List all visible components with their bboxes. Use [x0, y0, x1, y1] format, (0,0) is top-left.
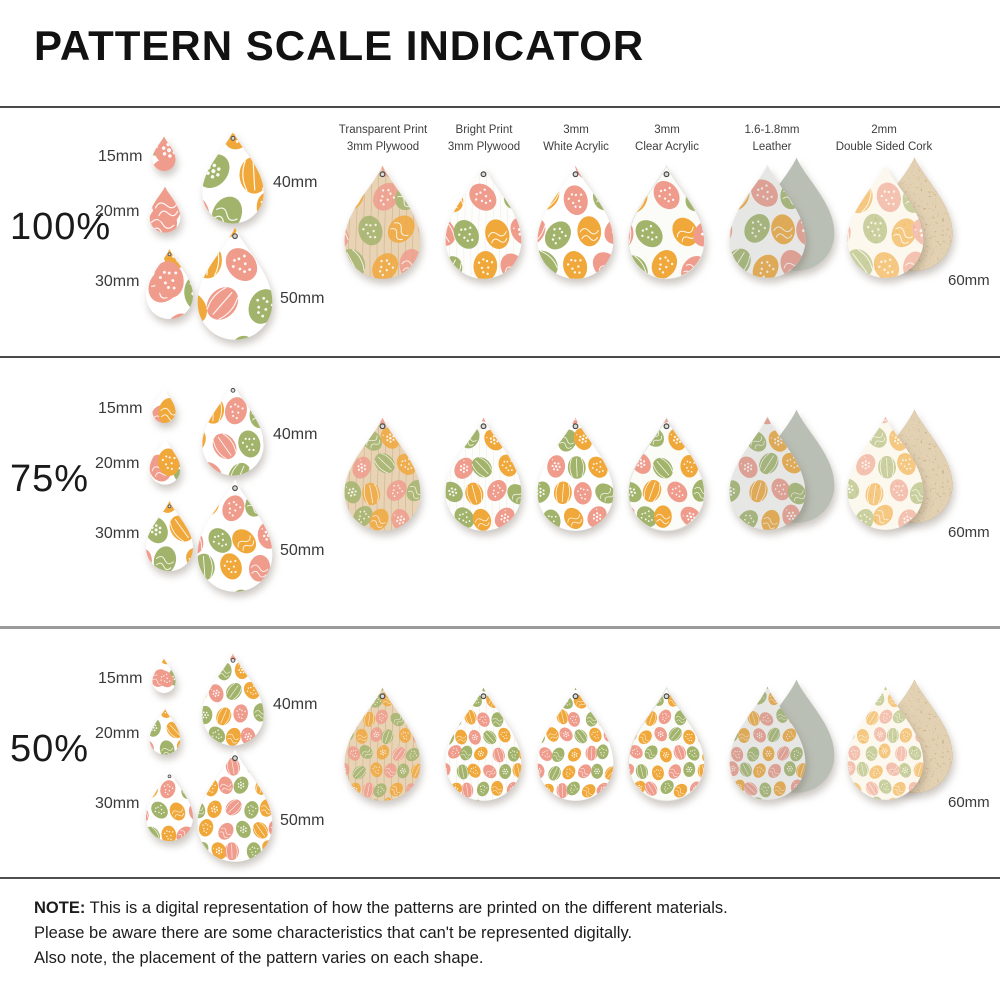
size-label-15mm: 15mm — [98, 400, 143, 417]
material-teardrop-leather — [728, 163, 807, 281]
scale-row-50: 50% 15mm 20mm 30mm 40mm 50mm 60mm — [0, 632, 1000, 882]
note-line-1: NOTE: This is a digital representation o… — [34, 896, 954, 921]
size-label-40mm: 40mm — [273, 426, 318, 443]
size-label-30mm: 30mm — [95, 795, 140, 812]
column-header-transparent-plywood: Transparent Print 3mm Plywood — [303, 122, 463, 155]
material-teardrop-pair-leather — [728, 678, 838, 806]
sample-teardrop-20mm — [149, 438, 181, 486]
sample-teardrop-40mm — [201, 652, 265, 748]
sample-teardrop-15mm — [152, 388, 176, 424]
column-header-bright-plywood: Bright Print 3mm Plywood — [404, 122, 564, 155]
size-label-15mm: 15mm — [98, 670, 143, 687]
material-teardrop-bright-plywood — [444, 416, 523, 534]
sample-teardrop-20mm — [149, 186, 181, 234]
size-label-20mm: 20mm — [95, 455, 140, 472]
column-header-line2: Leather — [752, 140, 792, 153]
column-header-line1: 3mm — [563, 124, 589, 136]
material-teardrop-cork — [846, 685, 925, 803]
material-teardrop-clear-acrylic — [627, 416, 706, 534]
material-teardrop-leather — [728, 415, 807, 533]
size-label-20mm: 20mm — [95, 725, 140, 742]
material-teardrop-transparent-plywood — [343, 164, 422, 282]
size-label-60mm: 60mm — [948, 794, 990, 811]
scale-row-100: Transparent Print 3mm Plywood Bright Pri… — [0, 110, 1000, 360]
material-teardrop-leather — [728, 685, 807, 803]
size-label-50mm: 50mm — [280, 290, 325, 307]
material-teardrop-pair-leather — [728, 408, 838, 536]
note-text-1: This is a digital representation of how … — [89, 899, 728, 917]
note-block: NOTE: This is a digital representation o… — [34, 896, 954, 970]
column-header-white-acrylic: 3mm White Acrylic — [496, 122, 656, 155]
material-teardrop-white-acrylic — [536, 164, 615, 282]
sample-teardrop-20mm — [149, 708, 181, 756]
row-divider-1 — [0, 356, 1000, 358]
footer-divider — [0, 877, 1000, 879]
size-label-60mm: 60mm — [948, 524, 990, 541]
note-label: NOTE: — [34, 899, 86, 917]
size-label-20mm: 20mm — [95, 203, 140, 220]
sample-teardrop-15mm — [152, 136, 176, 172]
column-header-line1: Bright Print — [455, 124, 513, 136]
column-header-line2: Clear Acrylic — [635, 140, 699, 153]
material-teardrop-pair-cork — [846, 156, 956, 284]
size-label-50mm: 50mm — [280, 542, 325, 559]
sample-teardrop-15mm — [152, 658, 176, 694]
material-teardrop-pair-cork — [846, 678, 956, 806]
material-teardrop-bright-plywood — [444, 164, 523, 282]
column-header-line1: Transparent Print — [338, 124, 428, 136]
sample-teardrop-40mm — [201, 130, 265, 226]
sample-teardrop-40mm — [201, 382, 265, 478]
size-label-40mm: 40mm — [273, 696, 318, 713]
material-teardrop-bright-plywood — [444, 686, 523, 804]
note-line-3: Also note, the placement of the pattern … — [34, 948, 484, 967]
sample-teardrop-50mm — [196, 748, 274, 865]
header-divider — [0, 106, 1000, 108]
material-teardrop-transparent-plywood — [343, 416, 422, 534]
sample-teardrop-30mm — [145, 248, 194, 321]
sample-teardrop-50mm — [196, 478, 274, 595]
material-teardrop-transparent-plywood — [343, 686, 422, 804]
size-label-40mm: 40mm — [273, 174, 318, 191]
column-header-line2: White Acrylic — [543, 140, 609, 153]
material-teardrop-cork — [846, 163, 925, 281]
material-teardrop-cork — [846, 415, 925, 533]
material-teardrop-clear-acrylic — [627, 686, 706, 804]
column-header-cork: 2mm Double Sided Cork — [804, 122, 964, 155]
row-divider-2 — [0, 626, 1000, 629]
sample-teardrop-30mm — [145, 770, 194, 843]
page-title: PATTERN SCALE INDICATOR — [34, 22, 645, 69]
scale-label-75: 75% — [10, 458, 90, 500]
size-label-50mm: 50mm — [280, 812, 325, 829]
column-header-line2: 3mm Plywood — [447, 140, 521, 153]
material-teardrop-white-acrylic — [536, 416, 615, 534]
column-header-clear-acrylic: 3mm Clear Acrylic — [587, 122, 747, 155]
material-teardrop-pair-cork — [846, 408, 956, 536]
column-header-line1: 1.6-1.8mm — [744, 124, 800, 136]
sample-teardrop-30mm — [145, 500, 194, 573]
size-label-15mm: 15mm — [98, 148, 143, 165]
column-header-line1: 3mm — [654, 124, 680, 136]
column-header-line1: 2mm — [871, 124, 897, 136]
scale-label-100: 100% — [10, 206, 112, 248]
material-teardrop-pair-leather — [728, 156, 838, 284]
note-line-2: Please be aware there are some character… — [34, 923, 633, 942]
scale-label-50: 50% — [10, 728, 90, 770]
scale-row-75: 75% 15mm 20mm 30mm 40mm 50mm 60mm — [0, 362, 1000, 612]
size-label-30mm: 30mm — [95, 273, 140, 290]
size-label-60mm: 60mm — [948, 272, 990, 289]
size-label-30mm: 30mm — [95, 525, 140, 542]
column-header-line2: Double Sided Cork — [835, 140, 933, 153]
material-teardrop-clear-acrylic — [627, 164, 706, 282]
column-header-line2: 3mm Plywood — [346, 140, 420, 153]
material-teardrop-white-acrylic — [536, 686, 615, 804]
sample-teardrop-50mm — [196, 226, 274, 343]
column-header-leather: 1.6-1.8mm Leather — [692, 122, 852, 155]
